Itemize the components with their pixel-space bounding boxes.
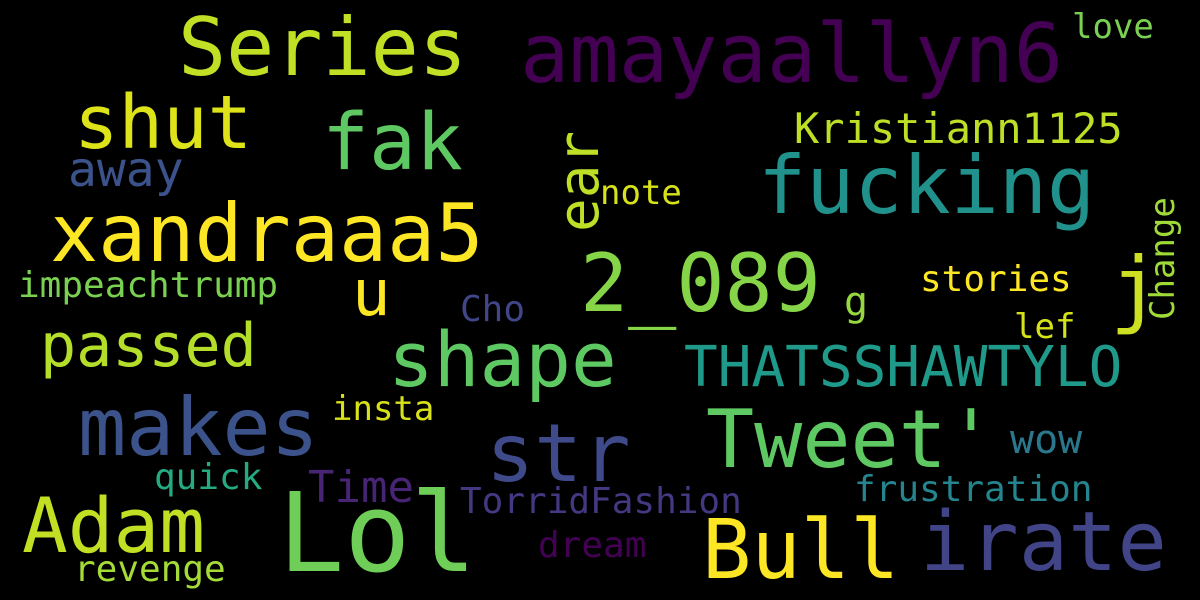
word-stories: stories [920, 259, 1072, 300]
word-insta: insta [332, 389, 435, 429]
word-amayaallyn6: amayaallyn6 [520, 7, 1064, 102]
word-note: note [600, 173, 682, 213]
word-dream: dream [538, 525, 647, 566]
word-revenge: revenge [74, 549, 226, 590]
word-lef: lef [1014, 307, 1076, 347]
word-cho: Cho [460, 289, 526, 330]
word-adam: Adam [22, 481, 206, 570]
word-time: Time [308, 462, 414, 513]
word-fucking: fucking [758, 139, 1096, 232]
word-xandraaa5: xandraaa5 [50, 187, 484, 280]
word-j: j [1110, 239, 1161, 337]
word-love: love [1072, 7, 1154, 47]
word-kristiann1125: Kristiann1125 [794, 104, 1123, 153]
word-ear: ear [547, 130, 612, 232]
word-thatsshawtylo: THATSSHAWTYLO [684, 335, 1123, 400]
word-quick: quick [154, 457, 263, 498]
word-2-089: 2_089 [580, 237, 821, 330]
word-lol: Lol [278, 469, 477, 597]
word-tweet: Tweet' [706, 393, 995, 486]
word-away: away [68, 142, 184, 198]
word-wow: wow [1010, 417, 1083, 463]
word-irate: irate [920, 495, 1167, 590]
word-shape: shape [388, 315, 617, 404]
word-series: Series [178, 1, 467, 94]
word-g: g [844, 279, 869, 325]
word-str: str [486, 407, 631, 500]
word-passed: passed [40, 311, 257, 381]
word-bull: Bull [702, 503, 900, 598]
word-makes: makes [78, 381, 319, 474]
word-fak: fak [322, 98, 463, 188]
word-impeachtrump: impeachtrump [18, 265, 279, 306]
word-change: Change [1143, 197, 1183, 320]
word-u: u [352, 257, 391, 331]
word-torridfashion: TorridFashion [460, 481, 742, 522]
word-frustration: frustration [854, 469, 1093, 510]
word-shut: shut [74, 80, 253, 166]
